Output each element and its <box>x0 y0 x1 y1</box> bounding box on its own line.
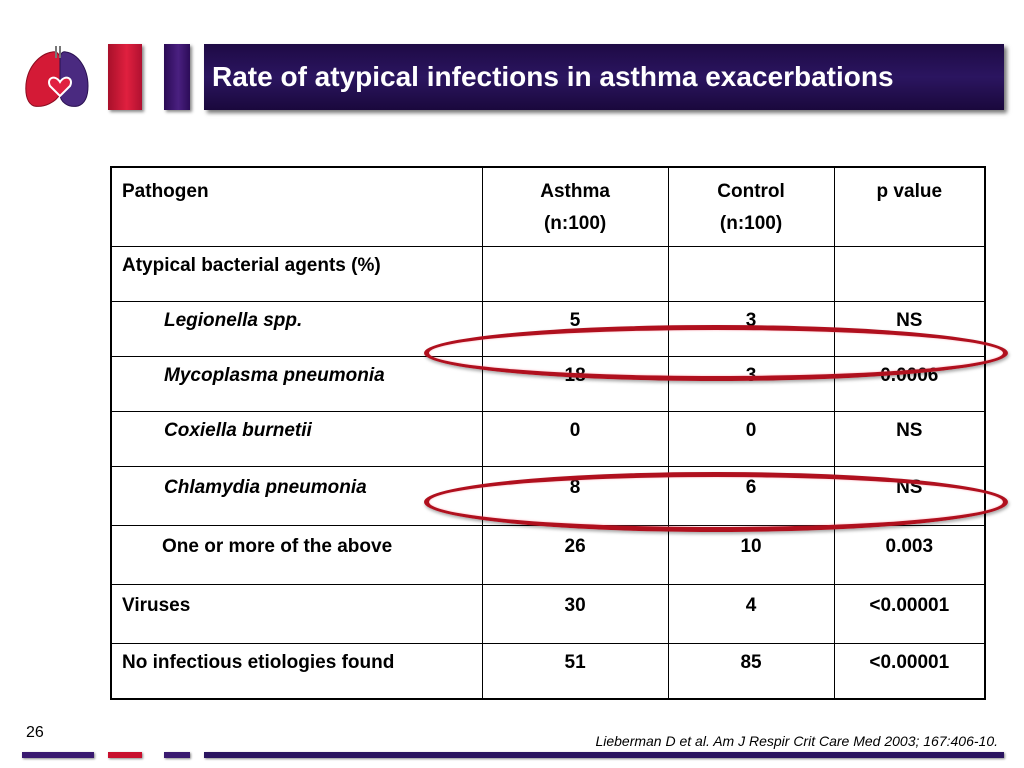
cell-p-value: 0.003 <box>833 525 986 585</box>
footer-bar-purple-small <box>164 752 190 758</box>
cell-pathogen: Mycoplasma pneumonia <box>110 356 483 412</box>
cell-pathogen: No infectious etiologies found <box>110 643 483 700</box>
table-row: One or more of the above 26 10 0.003 <box>110 525 986 585</box>
table-row: No infectious etiologies found 51 85 <0.… <box>110 643 986 700</box>
header-asthma: Asthma (n:100) <box>481 166 669 247</box>
cell-p-value: <0.00001 <box>833 584 986 644</box>
cell-p-value: NS <box>833 411 986 467</box>
header-control-sub: (n:100) <box>719 213 783 234</box>
cell-pathogen: Atypical bacterial agents (%) <box>110 246 483 302</box>
cell-p-value: <0.00001 <box>833 643 986 700</box>
footer-bar-purple-long <box>204 752 1004 758</box>
cell-pathogen: Legionella spp. <box>110 301 483 357</box>
cell-control: 85 <box>667 643 835 700</box>
header-p-value-label: p value <box>876 181 943 202</box>
cell-pathogen: Coxiella burnetii <box>110 411 483 467</box>
table-row: Legionella spp. 5 3 NS <box>110 301 986 357</box>
table-row: Mycoplasma pneumonia 18 3 0.0006 <box>110 356 986 412</box>
cell-control: 10 <box>667 525 835 585</box>
header-asthma-sub: (n:100) <box>543 213 607 234</box>
cell-asthma: 8 <box>481 466 669 526</box>
header-asthma-label: Asthma <box>540 181 610 202</box>
table-row: Chlamydia pneumonia 8 6 NS <box>110 466 986 526</box>
table-header-row: Pathogen Asthma (n:100) Control (n:100) p … <box>110 166 986 247</box>
logo-purple-bar <box>164 44 190 110</box>
table-row: Viruses 30 4 <0.00001 <box>110 584 986 644</box>
cell-p-value: NS <box>833 466 986 526</box>
cell-asthma: 0 <box>481 411 669 467</box>
cell-pathogen: Viruses <box>110 584 483 644</box>
cell-pathogen: Chlamydia pneumonia <box>110 466 483 526</box>
cell-control: 3 <box>667 356 835 412</box>
cell-control <box>667 246 835 302</box>
cell-asthma: 30 <box>481 584 669 644</box>
page-title: Rate of atypical infections in asthma ex… <box>212 61 894 92</box>
header-pathogen-label: Pathogen <box>122 181 209 202</box>
title-bar: Rate of atypical infections in asthma ex… <box>204 44 1004 110</box>
cell-control: 4 <box>667 584 835 644</box>
cell-asthma <box>481 246 669 302</box>
cell-p-value: 0.0006 <box>833 356 986 412</box>
logo-red-bar <box>108 44 142 110</box>
cell-asthma: 18 <box>481 356 669 412</box>
footer-bar-purple-left <box>22 752 94 758</box>
header-p-value: p value <box>833 166 986 247</box>
cell-p-value: NS <box>833 301 986 357</box>
slide-number: 26 <box>26 724 44 741</box>
table-row: Atypical bacterial agents (%) <box>110 246 986 302</box>
cell-control: 3 <box>667 301 835 357</box>
cell-control: 0 <box>667 411 835 467</box>
header-control-label: Control <box>717 181 785 202</box>
table-row: Coxiella burnetii 0 0 NS <box>110 411 986 467</box>
header-control: Control (n:100) <box>667 166 835 247</box>
results-table: Pathogen Asthma (n:100) Control (n:100) p … <box>110 166 986 700</box>
cell-asthma: 26 <box>481 525 669 585</box>
lungs-heart-logo-icon <box>25 46 89 107</box>
cell-asthma: 5 <box>481 301 669 357</box>
cell-control: 6 <box>667 466 835 526</box>
cell-asthma: 51 <box>481 643 669 700</box>
footer-bar-red <box>108 752 142 758</box>
cell-p-value <box>833 246 986 302</box>
cell-pathogen: One or more of the above <box>110 525 483 585</box>
citation: Lieberman D et al. Am J Respir Crit Care… <box>595 733 998 749</box>
header-pathogen: Pathogen <box>110 166 483 247</box>
